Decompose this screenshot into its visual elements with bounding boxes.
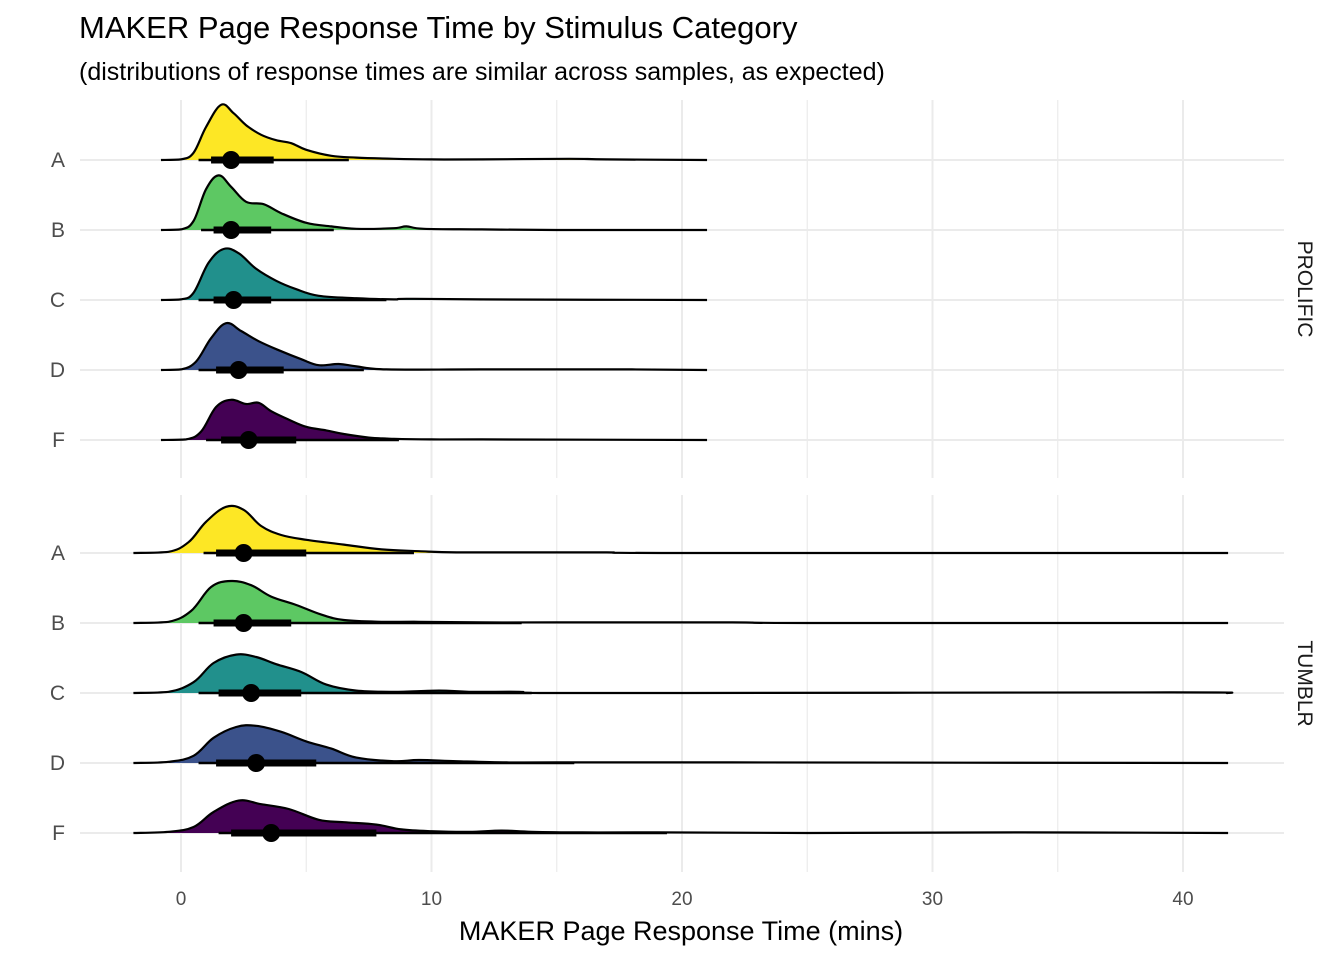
- ridge-outline-b: [133, 579, 1229, 625]
- ridge-fill-b: [160, 175, 708, 230]
- chart-subtitle: (distributions of response times are sim…: [79, 58, 885, 86]
- y-tick-label: D: [50, 359, 65, 382]
- median-point-c: [242, 684, 261, 702]
- ridge-outline-f: [160, 398, 708, 442]
- median-point-f: [262, 824, 281, 842]
- x-tick-label: 20: [671, 889, 692, 910]
- x-tick-label: 40: [1172, 889, 1193, 910]
- median-point-d: [229, 361, 248, 379]
- median-point-a: [234, 544, 253, 562]
- ridge-outline-b: [160, 174, 708, 232]
- x-axis-title: MAKER Page Response Time (mins): [459, 916, 903, 946]
- x-tick-label: 0: [176, 889, 187, 910]
- y-tick-label: F: [52, 429, 65, 452]
- facet-strip-label: PROLIFIC: [1293, 241, 1316, 338]
- y-tick-label: A: [51, 542, 65, 565]
- median-point-c: [224, 291, 243, 309]
- median-point-f: [239, 431, 258, 449]
- ridge-outline-a: [133, 504, 1229, 555]
- ridge-outline-d: [160, 321, 708, 372]
- ridge-outline-f: [133, 799, 1229, 835]
- y-tick-label: D: [50, 752, 65, 775]
- y-tick-label: B: [51, 612, 65, 635]
- y-tick-label: B: [51, 219, 65, 242]
- median-point-b: [222, 221, 241, 239]
- y-tick-label: C: [50, 682, 65, 705]
- x-tick-label: 10: [421, 889, 442, 910]
- ridge-outline-d: [133, 724, 1229, 765]
- facet-strip-label: TUMBLR: [1293, 640, 1316, 726]
- ridge-fill-a: [133, 505, 1229, 553]
- ridge-fill-a: [160, 104, 708, 160]
- median-point-d: [247, 754, 266, 772]
- chart-title: MAKER Page Response Time by Stimulus Cat…: [79, 10, 798, 45]
- y-tick-label: C: [50, 289, 65, 312]
- ridge-fill-b: [133, 580, 1229, 623]
- x-tick-label: 30: [922, 889, 943, 910]
- ridge-outline-c: [160, 247, 708, 302]
- median-point-a: [222, 151, 241, 169]
- median-point-b: [234, 614, 253, 632]
- ridge-fill-d: [133, 725, 1229, 763]
- ridge-fill-f: [160, 399, 708, 440]
- y-tick-label: F: [52, 822, 65, 845]
- ridge-fill-c: [160, 248, 708, 300]
- y-tick-label: A: [51, 149, 65, 172]
- ridge-fill-f: [133, 800, 1229, 833]
- ridge-outline-a: [160, 103, 708, 162]
